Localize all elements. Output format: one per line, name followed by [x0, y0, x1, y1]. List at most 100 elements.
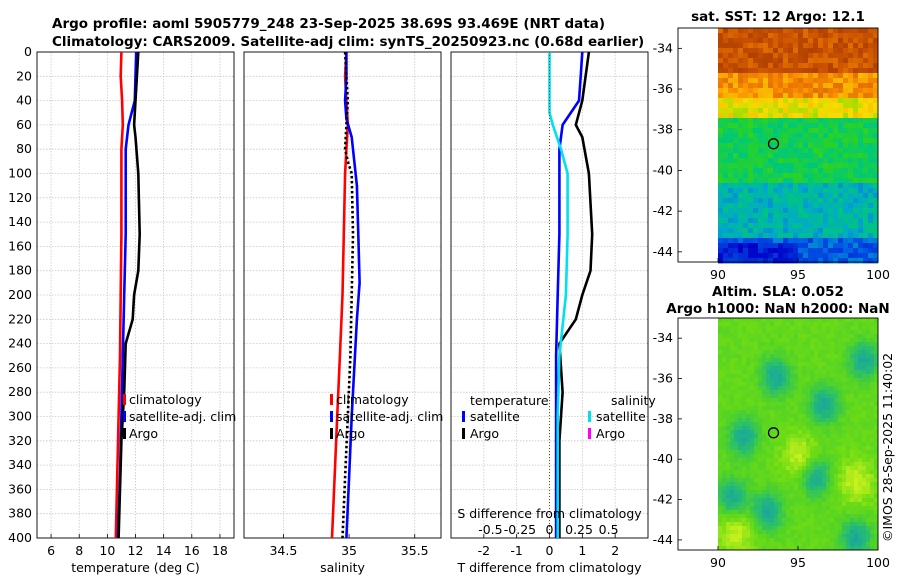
map-cell — [742, 494, 747, 499]
map-cell — [788, 38, 794, 44]
map-cell — [750, 502, 755, 507]
map-cell — [833, 243, 839, 249]
map-cell — [750, 446, 755, 451]
map-cell — [782, 510, 787, 515]
map-cell — [794, 458, 799, 463]
map-cell — [762, 338, 767, 343]
map-cell — [842, 494, 847, 499]
map-cell — [834, 490, 839, 495]
map-cell — [748, 183, 754, 189]
map-cell — [854, 490, 859, 495]
map-cell — [814, 442, 819, 447]
map-cell — [746, 482, 751, 487]
map-cell — [828, 218, 834, 224]
map-cell — [778, 506, 783, 511]
map-cell — [786, 342, 791, 347]
map-cell — [814, 354, 819, 359]
map-cell — [823, 258, 829, 264]
map-cell — [750, 414, 755, 419]
map-cell — [822, 522, 827, 527]
map-cell — [803, 258, 809, 264]
map-cell — [853, 123, 859, 129]
map-cell — [838, 133, 844, 139]
map-cell — [822, 458, 827, 463]
map-cell — [750, 462, 755, 467]
map-cell — [754, 518, 759, 523]
map-cell — [838, 178, 844, 184]
map-cell — [874, 514, 879, 519]
map-cell — [746, 358, 751, 363]
map-cell — [770, 390, 775, 395]
map-cell — [858, 138, 864, 144]
map-cell — [822, 502, 827, 507]
map-cell — [823, 253, 829, 259]
map-cell — [842, 454, 847, 459]
map-cell — [842, 346, 847, 351]
map-cell — [766, 486, 771, 491]
y-tick-label: 380 — [8, 506, 32, 521]
map-cell — [846, 394, 851, 399]
map-cell — [794, 442, 799, 447]
map-cell — [874, 362, 879, 367]
map-cell — [822, 498, 827, 503]
map-cell — [814, 502, 819, 507]
map-cell — [874, 490, 879, 495]
map-cell — [814, 430, 819, 435]
map-cell — [743, 93, 749, 99]
map-cell — [730, 362, 735, 367]
map-cell — [838, 450, 843, 455]
map-cell — [778, 326, 783, 331]
map-cell — [874, 522, 879, 527]
map-cell — [718, 218, 724, 224]
map-cell — [762, 430, 767, 435]
legend-swatch — [330, 428, 333, 439]
map-cell — [763, 198, 769, 204]
map-cell — [818, 168, 824, 174]
map-cell — [726, 334, 731, 339]
map-cell — [766, 534, 771, 539]
map-cell — [794, 466, 799, 471]
map-cell — [790, 414, 795, 419]
map-cell — [730, 386, 735, 391]
map-cell — [822, 510, 827, 515]
map-cell — [786, 534, 791, 539]
map-cell — [726, 498, 731, 503]
map-cell — [833, 33, 839, 39]
map-cell — [870, 450, 875, 455]
map-cell — [810, 498, 815, 503]
map-cell — [822, 514, 827, 519]
map-cell — [758, 330, 763, 335]
map-cell — [870, 418, 875, 423]
map-cell — [862, 326, 867, 331]
map-cell — [802, 358, 807, 363]
map-cell — [718, 63, 724, 69]
map-cell — [783, 153, 789, 159]
map-cell — [862, 538, 867, 543]
map-cell — [794, 498, 799, 503]
map-cell — [822, 526, 827, 531]
map-cell — [843, 73, 849, 79]
map-cell — [870, 338, 875, 343]
map-cell — [833, 28, 839, 34]
map-cell — [858, 478, 863, 483]
map-cell — [834, 534, 839, 539]
map-cell — [754, 466, 759, 471]
map-cell — [874, 374, 879, 379]
map-cell — [778, 78, 784, 84]
map-cell — [738, 58, 744, 64]
map-cell — [733, 203, 739, 209]
map-cell — [863, 188, 869, 194]
map-cell — [773, 108, 779, 114]
map-cell — [838, 366, 843, 371]
map-cell — [746, 402, 751, 407]
map-cell — [868, 48, 874, 54]
map-cell — [830, 510, 835, 515]
map-cell — [718, 158, 724, 164]
map-cell — [822, 338, 827, 343]
map-cell — [828, 78, 834, 84]
map-cell — [813, 58, 819, 64]
map-cell — [833, 163, 839, 169]
map-cell — [743, 118, 749, 124]
map-cell — [806, 534, 811, 539]
map-cell — [868, 258, 874, 264]
